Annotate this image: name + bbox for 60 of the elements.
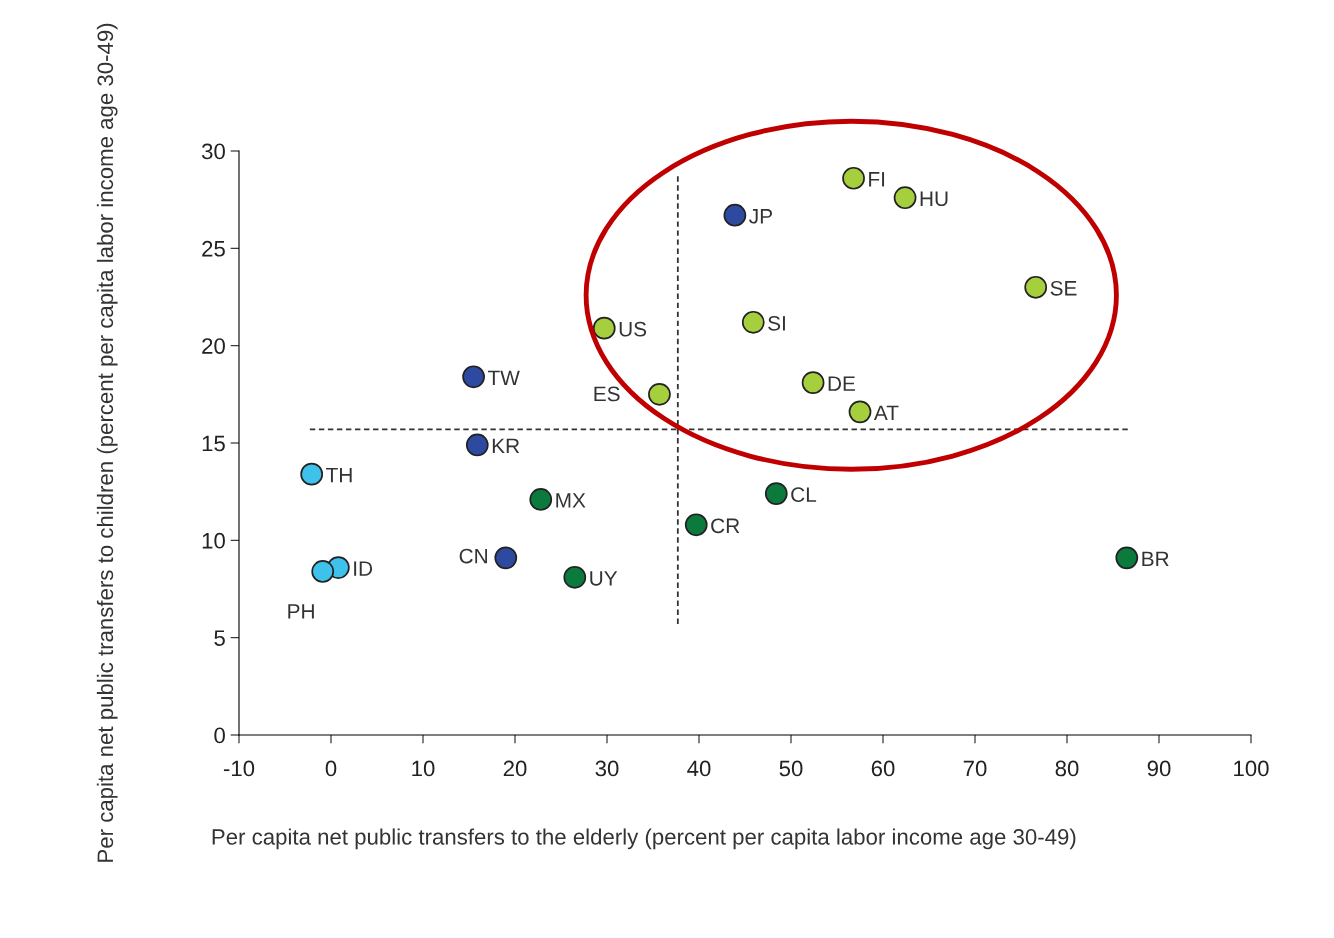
x-tick-label: 100 [1234, 760, 1269, 777]
annotation: DE [828, 376, 856, 391]
annotation: ES [594, 386, 620, 402]
annotation: CR [711, 518, 740, 534]
y-axis-title: Per capita net public transfers to children (percent per capita labor income age 30-49) [96, 23, 118, 862]
point [723, 203, 747, 227]
annotation: CN [459, 548, 487, 564]
point [764, 482, 788, 505]
annotation: SI [768, 315, 785, 331]
x-axis-title: Per capita net public transfers to the elderly (percent per capita labor income age 30-49) [212, 828, 1076, 850]
x-tick-label: 80 [1055, 760, 1079, 777]
y-tick-label: 0 [214, 727, 225, 744]
point [1115, 546, 1139, 570]
point [801, 371, 825, 395]
x-tick-label: 20 [503, 760, 527, 777]
x-tick-label: -10 [223, 760, 255, 777]
annotation: US [619, 321, 647, 337]
annotation: FI [869, 172, 885, 187]
annotation: AT [873, 405, 899, 421]
x-tick-label: 60 [871, 760, 895, 777]
point [300, 462, 324, 486]
y-tick-label: 5 [214, 630, 225, 646]
point [592, 316, 616, 340]
annotation: JP [749, 209, 772, 224]
x-tick-label: 40 [687, 760, 711, 777]
x-tick-label: 10 [412, 760, 435, 777]
point [741, 310, 765, 334]
annotation: CL [791, 487, 817, 502]
annotation: SE [1050, 280, 1077, 296]
point [529, 488, 553, 511]
point [842, 166, 865, 190]
point [462, 365, 485, 389]
point [684, 513, 708, 537]
y-tick-label: 25 [202, 240, 225, 257]
annotation: UY [590, 571, 618, 586]
annotation: TW [487, 370, 520, 385]
x-tick-label: 90 [1147, 760, 1171, 777]
y-tick-label: 15 [202, 435, 225, 452]
point [494, 546, 518, 570]
point [848, 400, 872, 424]
annotation: BR [1142, 551, 1169, 567]
annotation: HU [920, 191, 948, 207]
y-tick-label: 10 [202, 532, 225, 549]
x-tick-label: 30 [595, 760, 619, 777]
annotation: PH [288, 604, 314, 619]
point [648, 382, 671, 406]
point [465, 433, 489, 457]
annotation: KR [492, 438, 520, 454]
point [893, 186, 917, 210]
y-tick-label: 30 [201, 143, 225, 160]
annotation: TH [326, 467, 352, 483]
point [563, 565, 587, 589]
x-tick-label: 50 [779, 760, 803, 777]
x-tick-label: 70 [963, 760, 987, 777]
annotation: ID [354, 561, 373, 576]
point [311, 560, 335, 583]
point [1024, 275, 1048, 299]
x-tick-label: 0 [325, 760, 337, 777]
annotation: MX [556, 493, 586, 508]
y-tick-label: 20 [202, 338, 225, 354]
